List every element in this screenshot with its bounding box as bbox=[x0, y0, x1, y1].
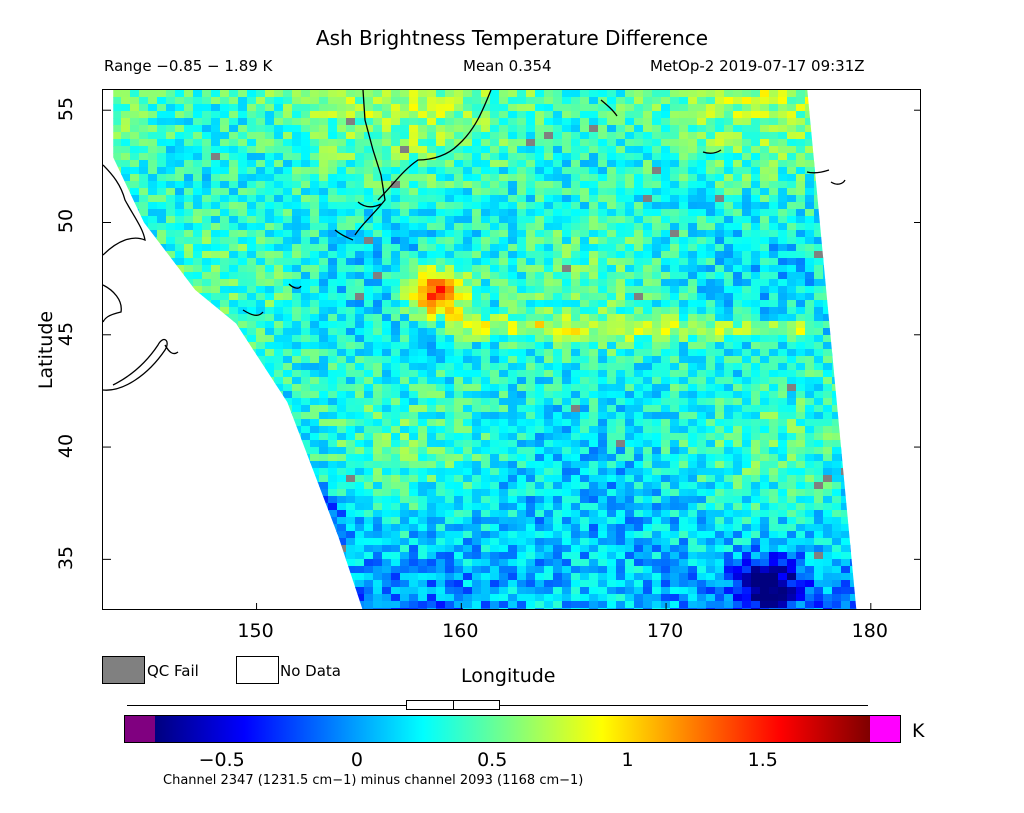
coastline-hokkaido bbox=[103, 284, 122, 323]
colorbar-unit: K bbox=[912, 720, 925, 742]
island-chain-3 bbox=[288, 283, 302, 289]
island-small-3 bbox=[830, 179, 846, 185]
heatmap-svg bbox=[103, 90, 920, 609]
coastline-kuril-south bbox=[103, 338, 168, 391]
stats-mean-marker bbox=[452, 700, 454, 710]
map-plot-area bbox=[102, 89, 921, 610]
island-chain-4 bbox=[242, 309, 264, 316]
colorbar-under-swatch bbox=[125, 716, 155, 742]
colorbar-tick-label: 1.5 bbox=[747, 749, 778, 771]
colorbar-tick-label: −0.5 bbox=[198, 749, 245, 771]
island-small-4 bbox=[600, 99, 618, 117]
qc-fail-label: QC Fail bbox=[147, 662, 199, 680]
x-tick-label: 180 bbox=[851, 620, 888, 642]
colorbar-gradient bbox=[155, 716, 870, 742]
colorbar-tick-label: 0 bbox=[350, 749, 363, 771]
coastline-kamchatka-east bbox=[377, 90, 492, 201]
y-tick-label: 40 bbox=[55, 433, 77, 459]
chart-title: Ash Brightness Temperature Difference bbox=[315, 26, 709, 50]
y-axis-label: Latitude bbox=[35, 310, 57, 390]
island-chain-2 bbox=[334, 229, 354, 241]
x-axis-label: Longitude bbox=[461, 665, 556, 687]
qc-fail-swatch bbox=[102, 656, 145, 684]
colorbar bbox=[124, 715, 901, 743]
x-tick-label: 160 bbox=[442, 620, 479, 642]
range-label: Range −0.85 − 1.89 K bbox=[104, 57, 273, 75]
coastline-japan-north bbox=[103, 164, 146, 256]
x-tick-label: 150 bbox=[237, 620, 274, 642]
y-tick-label: 35 bbox=[55, 546, 77, 571]
mean-label: Mean 0.354 bbox=[463, 57, 552, 75]
satellite-time-label: MetOp-2 2019-07-17 09:31Z bbox=[650, 57, 865, 75]
y-tick-label: 50 bbox=[55, 209, 77, 234]
channel-caption: Channel 2347 (1231.5 cm−1) minus channel… bbox=[163, 773, 584, 788]
colorbar-tick-label: 1 bbox=[621, 749, 634, 771]
no-data-swatch bbox=[236, 656, 279, 684]
coastline-kamchatka-west bbox=[354, 90, 386, 236]
colorbar-over-swatch bbox=[870, 716, 900, 742]
island-small-1 bbox=[702, 149, 722, 154]
y-tick-label: 45 bbox=[55, 321, 77, 346]
island-chain-1 bbox=[357, 201, 382, 208]
heatmap-cells bbox=[113, 90, 857, 609]
no-data-label: No Data bbox=[280, 662, 341, 680]
island-small-2 bbox=[806, 169, 830, 174]
x-tick-label: 170 bbox=[646, 620, 684, 642]
colorbar-tick-label: 0.5 bbox=[477, 749, 508, 771]
y-tick-label: 55 bbox=[55, 97, 77, 122]
island-chain-5 bbox=[164, 344, 179, 355]
